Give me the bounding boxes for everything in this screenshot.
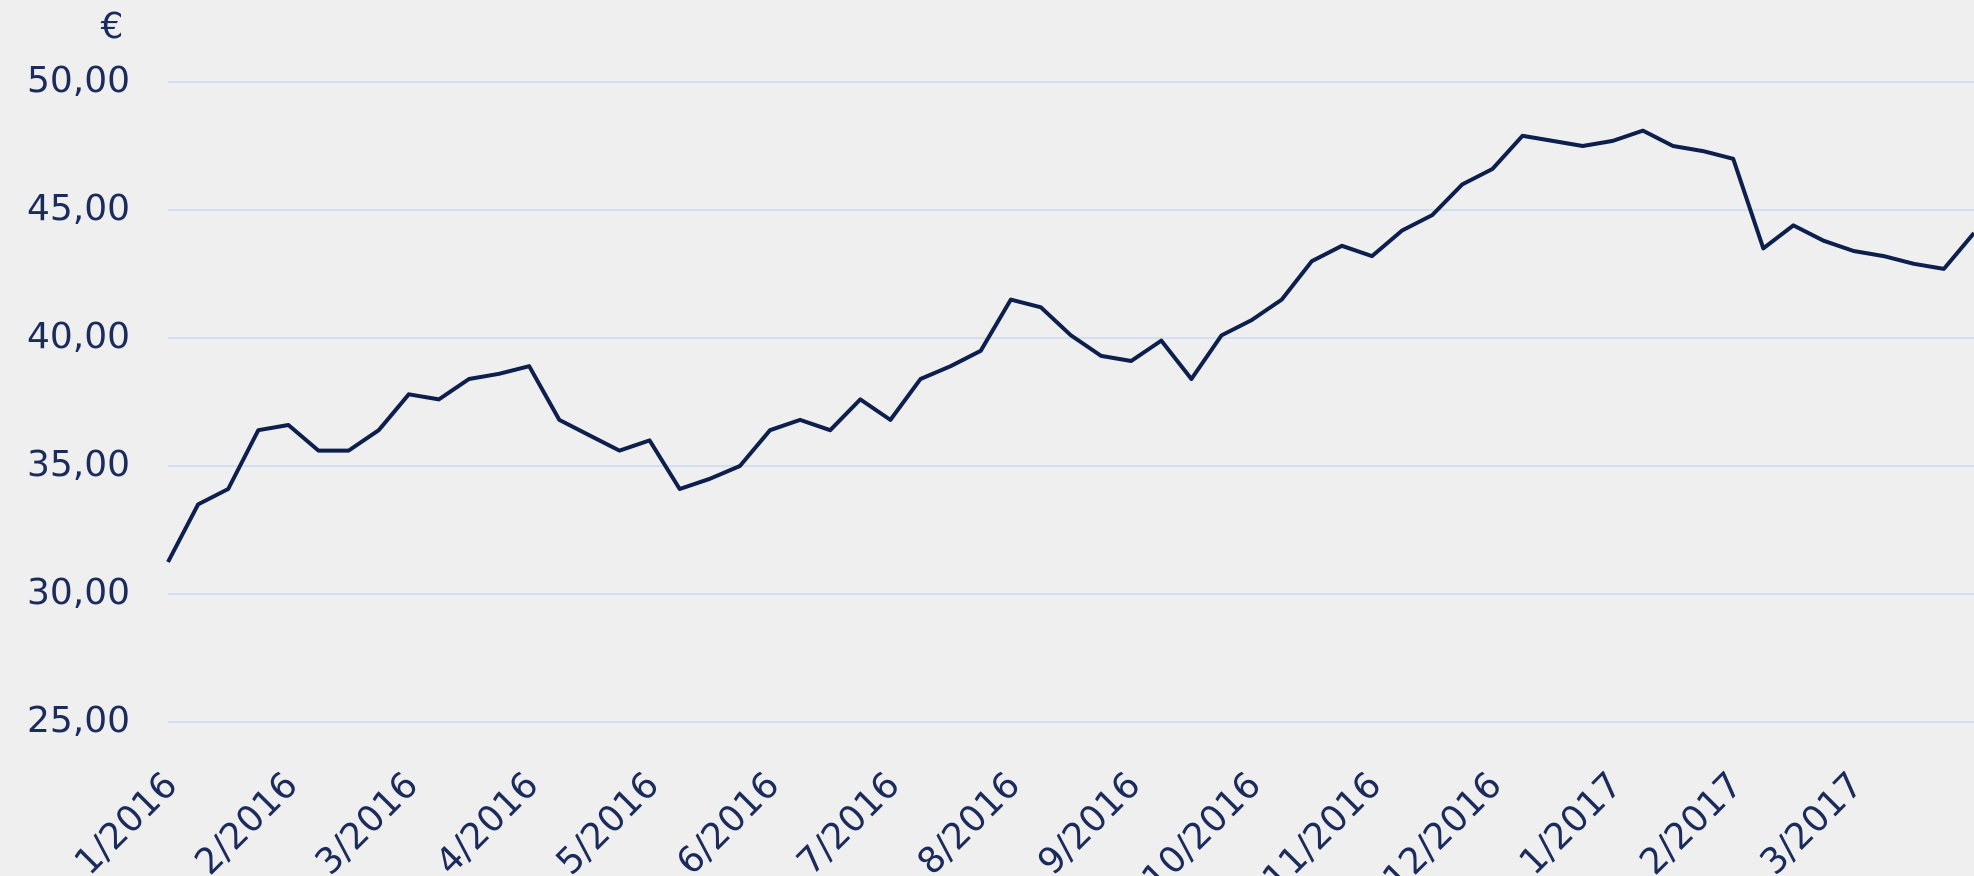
y-tick-label: 30,00 (27, 572, 130, 613)
x-tick-label: 11/2016 (1255, 764, 1390, 876)
x-tick-label: 1/2016 (67, 764, 186, 876)
x-tick-label: 12/2016 (1375, 764, 1510, 876)
x-tick-label: 3/2017 (1752, 764, 1871, 876)
y-tick-label: 25,00 (27, 700, 130, 741)
x-tick-label: 4/2016 (428, 764, 547, 876)
x-tick-label: 1/2017 (1512, 764, 1631, 876)
x-tick-label: 9/2016 (1030, 764, 1149, 876)
x-tick-label: 10/2016 (1134, 764, 1269, 876)
y-tick-label: 40,00 (27, 316, 130, 357)
x-tick-label: 5/2016 (548, 764, 667, 876)
x-tick-label: 6/2016 (669, 764, 788, 876)
y-tick-label: 35,00 (27, 444, 130, 485)
x-tick-label: 7/2016 (789, 764, 908, 876)
x-tick-label: 2/2017 (1632, 764, 1751, 876)
price-line (166, 128, 1974, 563)
y-tick-label: 45,00 (27, 188, 130, 229)
x-tick-label: 3/2016 (308, 764, 427, 876)
y-tick-label: 50,00 (27, 60, 130, 101)
x-tick-label: 2/2016 (187, 764, 306, 876)
unit-label: € (101, 6, 124, 47)
x-tick-label: 8/2016 (910, 764, 1029, 876)
